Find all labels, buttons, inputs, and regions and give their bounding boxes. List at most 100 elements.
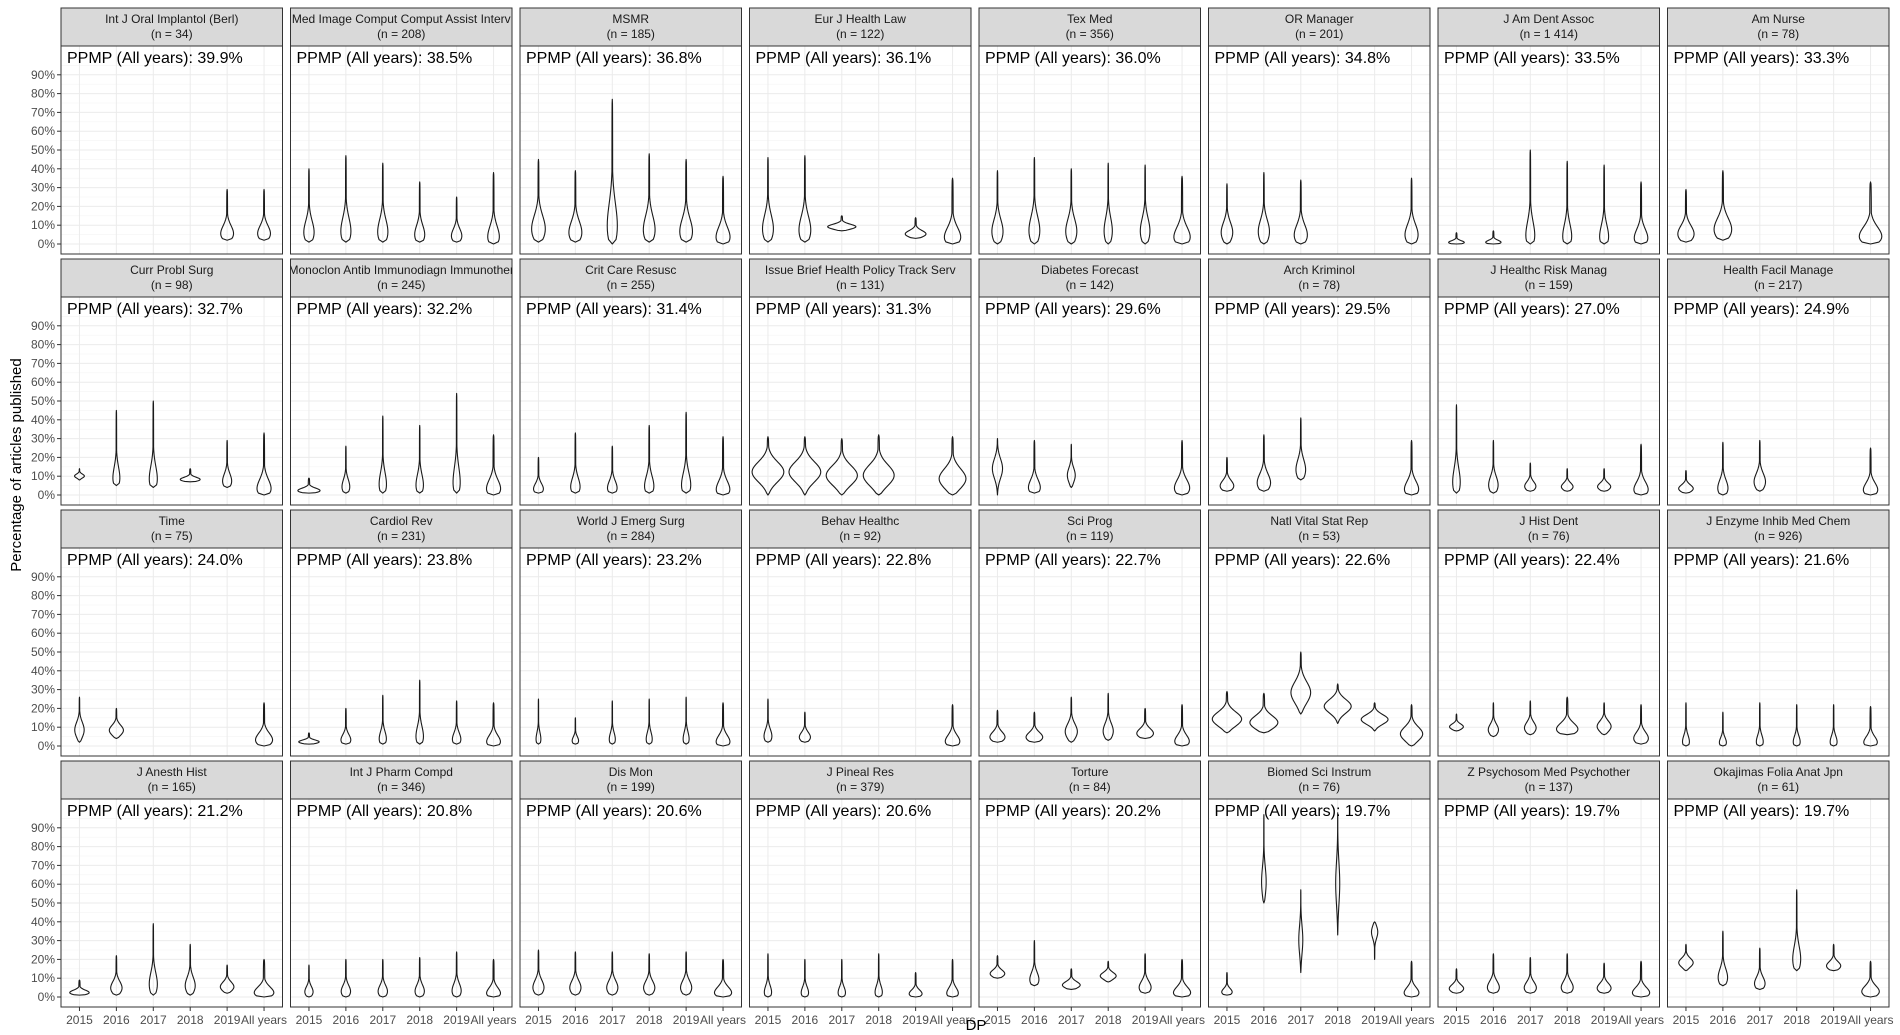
x-tick-label: 2017 (1287, 1013, 1314, 1027)
violin-2015 (74, 696, 85, 743)
violin-2018 (1792, 704, 1801, 747)
violin-all-years (255, 702, 274, 747)
ppmp-label: PPMP (All years): 19.7% (1444, 803, 1620, 820)
x-tick-label: 2016 (1710, 1013, 1737, 1027)
facet-title: Int J Oral Implantol (Berl) (105, 12, 238, 26)
violin-all-years (256, 432, 272, 496)
y-tick-label: 30% (31, 181, 55, 195)
violin-2016 (1256, 434, 1272, 492)
x-tick-label: 2018 (865, 1013, 892, 1027)
violin-2016 (568, 170, 583, 243)
facet-panel: Monoclon Antib Immunodiagn Immunother(n … (290, 258, 513, 506)
violin-2015 (1681, 702, 1690, 747)
violin-2017 (1523, 700, 1537, 736)
x-tick-label: 2019 (673, 1013, 700, 1027)
violin-2015 (1452, 404, 1461, 494)
ppmp-label: PPMP (All years): 21.2% (67, 803, 243, 820)
violin-2018 (874, 953, 883, 998)
facet-strip (290, 258, 513, 298)
facet-title: Okajimas Folia Anat Jpn (1714, 765, 1843, 779)
y-tick-label: 40% (31, 413, 55, 427)
x-tick-label: 2015 (1673, 1013, 1700, 1027)
violin-all-years (715, 702, 731, 747)
violin-all-years (485, 434, 502, 496)
violin-2019 (904, 217, 927, 239)
violin-2017 (1065, 168, 1078, 245)
violin-2016 (108, 707, 124, 740)
y-tick-label: 80% (31, 840, 55, 854)
facet-count: (n = 98) (151, 278, 193, 292)
y-tick-label: 30% (31, 432, 55, 446)
ppmp-label: PPMP (All years): 36.0% (985, 50, 1161, 67)
violin-2015 (763, 953, 773, 998)
y-tick-label: 20% (31, 450, 55, 464)
violin-2018 (642, 153, 656, 243)
facet-count: (n = 131) (836, 278, 884, 292)
ppmp-label: PPMP (All years): 29.6% (985, 301, 1161, 318)
x-tick-label: 2016 (1480, 1013, 1507, 1027)
facet-strip (519, 7, 742, 47)
violin-2017 (1753, 439, 1767, 492)
x-tick-label: 2019 (1361, 1013, 1388, 1027)
violin-2016 (569, 951, 582, 996)
violin-2017 (1061, 968, 1081, 991)
violin-all-years (1633, 704, 1649, 745)
facet-border (1667, 798, 1890, 1008)
facet-title: Sci Prog (1067, 514, 1112, 528)
facet-strip (978, 7, 1201, 47)
x-tick-label: 2016 (562, 1013, 589, 1027)
violin-2016 (340, 707, 352, 745)
violin-2015 (751, 436, 785, 496)
facet-panel: J Enzyme Inhib Med Chem(n = 926) PPMP (Al… (1667, 509, 1890, 757)
violin-all-years (1861, 960, 1880, 998)
x-tick-label: 2018 (636, 1013, 663, 1027)
violin-2015 (535, 698, 542, 745)
violin-2017 (378, 415, 387, 494)
violin-2016 (1717, 441, 1729, 496)
facet-strip (519, 258, 742, 298)
violin-2015 (69, 979, 90, 996)
violin-2015 (1221, 972, 1233, 996)
facet-panel: Okajimas Folia Anat Jpn(n = 61) PPMP (All… (1667, 760, 1894, 1027)
violin-all-years (1173, 175, 1191, 245)
violin-2016 (1486, 953, 1500, 994)
x-tick-label: 2015 (1443, 1013, 1470, 1027)
y-tick-label: 70% (31, 105, 55, 119)
violin-all-years (486, 958, 502, 998)
violin-2015 (1220, 183, 1234, 245)
y-tick-label: 60% (31, 375, 55, 389)
violin-2016 (1027, 439, 1041, 494)
facet-border (290, 798, 513, 1008)
y-tick-label: 0% (38, 237, 56, 251)
facet-count: (n = 284) (607, 529, 655, 543)
x-tick-label: 2016 (103, 1013, 130, 1027)
ppmp-label: PPMP (All years): 22.6% (1215, 552, 1391, 569)
y-tick-label: 10% (31, 218, 55, 232)
facet-strip (60, 509, 283, 549)
violin-2017 (825, 438, 858, 496)
x-tick-label: 2018 (1554, 1013, 1581, 1027)
facet-count: (n = 356) (1066, 27, 1114, 41)
violin-2015 (303, 168, 315, 243)
x-tick-label: All years (1389, 1013, 1435, 1027)
violin-2018 (644, 424, 655, 494)
violin-2019 (680, 411, 692, 494)
x-tick-label: 2018 (1783, 1013, 1810, 1027)
facet-border (1667, 45, 1890, 255)
facet-title: Arch Kriminol (1284, 263, 1355, 277)
x-tick-label: 2019 (214, 1013, 241, 1027)
facet-panel: Int J Pharm Compd(n = 346) PPMP (All year… (290, 760, 517, 1027)
violin-2016 (1261, 814, 1267, 904)
facet-panel: Diabetes Forecast(n = 142) PPMP (All year… (978, 258, 1201, 506)
violin-2017 (1064, 696, 1078, 743)
violin-2016 (340, 958, 352, 998)
facet-strip (290, 7, 513, 47)
x-tick-label: 2016 (1021, 1013, 1048, 1027)
x-tick-label: 2018 (1095, 1013, 1122, 1027)
violin-all-years (1858, 181, 1883, 245)
facet-title: MSMR (612, 12, 649, 26)
facet-count: (n = 1 414) (1520, 27, 1578, 41)
violin-2018 (414, 181, 426, 243)
facet-title: Eur J Health Law (815, 12, 907, 26)
